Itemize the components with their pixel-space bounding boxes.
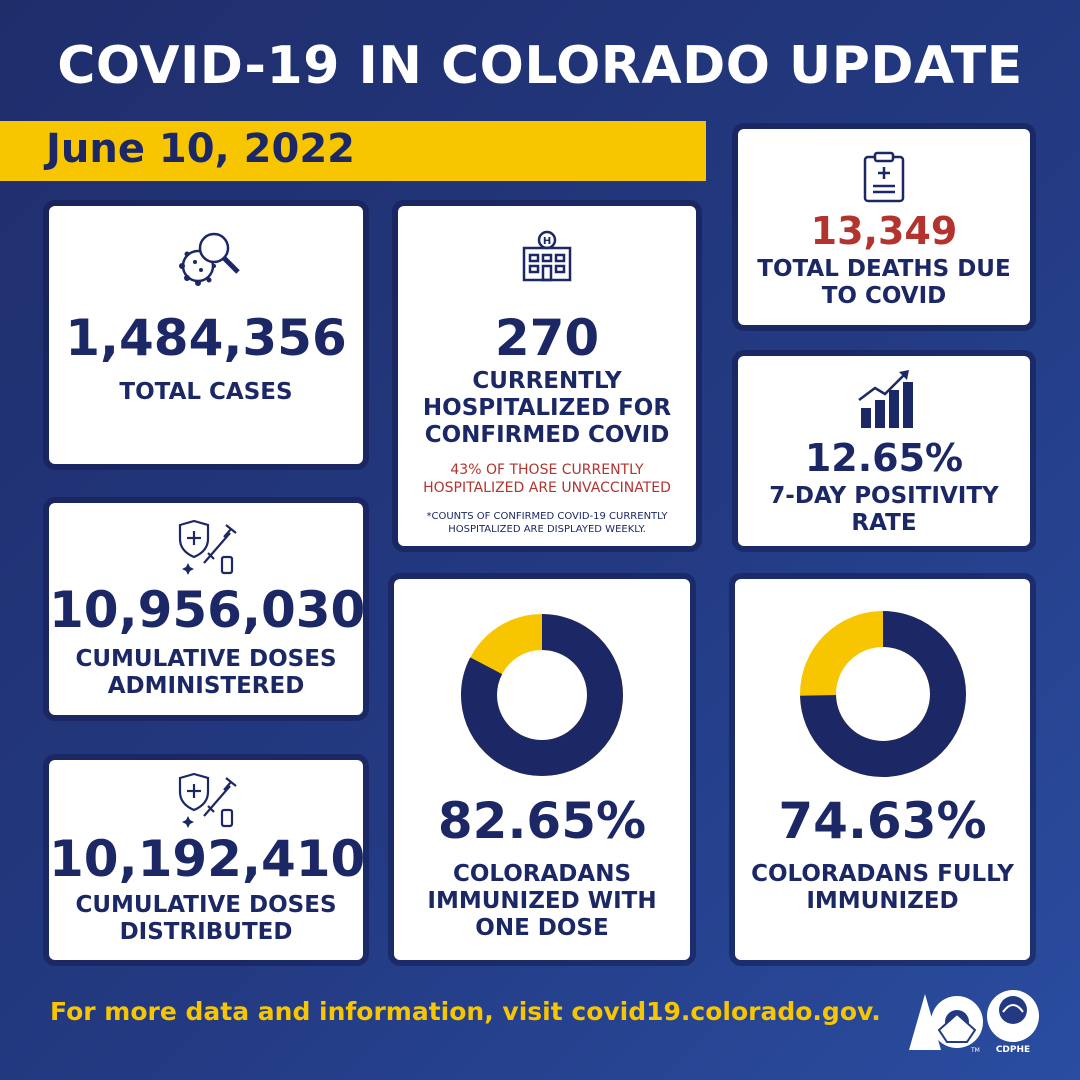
- fully-immunized-card: 74.63% COLORADANS FULLY IMMUNIZED: [735, 579, 1030, 960]
- svg-text:H: H: [543, 236, 551, 247]
- total-cases-value: 1,484,356: [65, 309, 347, 367]
- clipboard-icon: [863, 151, 905, 203]
- doses-distributed-value: 10,192,410: [49, 830, 366, 888]
- unvaccinated-note-2: HOSPITALIZED ARE UNVACCINATED: [423, 480, 671, 496]
- hospitalized-label-1: CURRENTLY: [472, 368, 622, 394]
- trademark-mark: TM: [970, 1047, 980, 1054]
- total-deaths-card: 13,349 TOTAL DEATHS DUE TO COVID: [738, 129, 1030, 325]
- vaccine-icon: [178, 519, 237, 575]
- doses-distributed-label-2: DISTRIBUTED: [119, 919, 293, 945]
- weekly-footnote-1: *COUNTS OF CONFIRMED COVID-19 CURRENTLY: [426, 511, 668, 522]
- one-dose-card: 82.65% COLORADANS IMMUNIZED WITH ONE DOS…: [394, 579, 690, 960]
- one-dose-label-3: ONE DOSE: [475, 915, 609, 941]
- total-deaths-value: 13,349: [810, 209, 958, 253]
- date-banner: June 10, 2022: [0, 121, 706, 181]
- hospitalized-label-3: CONFIRMED COVID: [424, 422, 670, 448]
- vaccine-icon: [178, 772, 237, 828]
- one-dose-label-2: IMMUNIZED WITH: [427, 888, 657, 914]
- fully-immunized-value: 74.63%: [778, 792, 987, 850]
- doses-distributed-card: 10,192,410 CUMULATIVE DOSES DISTRIBUTED: [49, 760, 366, 960]
- virus-search-icon: [179, 232, 240, 286]
- page-title: COVID-19 IN COLORADO UPDATE: [57, 36, 1023, 96]
- cdphe-label: CDPHE: [996, 1045, 1030, 1054]
- hospitalized-value: 270: [494, 309, 600, 367]
- one-dose-label-1: COLORADANS: [452, 861, 632, 887]
- one-dose-arc: [461, 614, 623, 776]
- doses-administered-label-1: CUMULATIVE DOSES: [75, 646, 337, 672]
- positivity-value: 12.65%: [804, 436, 964, 480]
- positivity-label-1: 7-DAY POSITIVITY: [769, 483, 999, 509]
- total-cases-label: TOTAL CASES: [119, 379, 293, 405]
- hospital-icon: H: [522, 230, 572, 282]
- doses-administered-value: 10,956,030: [49, 581, 366, 639]
- positivity-label-2: RATE: [851, 510, 917, 536]
- total-cases-card: 1,484,356 TOTAL CASES: [49, 206, 363, 464]
- colorado-logo: TM: [909, 994, 983, 1054]
- cdphe-logo: CDPHE: [987, 990, 1039, 1054]
- fully-immunized-label-1: COLORADANS FULLY: [751, 861, 1014, 887]
- total-deaths-label-1: TOTAL DEATHS DUE: [757, 256, 1011, 282]
- footer-link-text[interactable]: For more data and information, visit cov…: [50, 997, 881, 1026]
- hospitalized-card: H 270 CURRENTLY HOSPITALIZED FOR CONFIRM…: [398, 206, 696, 546]
- colorado-cdphe-logos: TM CDPHE: [909, 990, 1039, 1054]
- fully-immunized-label-2: IMMUNIZED: [806, 888, 959, 914]
- report-date: June 10, 2022: [46, 126, 356, 172]
- unvaccinated-note-1: 43% OF THOSE CURRENTLY: [450, 462, 644, 478]
- total-deaths-label-2: TO COVID: [821, 283, 947, 309]
- doses-administered-label-2: ADMINISTERED: [107, 673, 305, 699]
- doses-distributed-label-1: CUMULATIVE DOSES: [75, 892, 337, 918]
- doses-administered-card: 10,956,030 CUMULATIVE DOSES ADMINISTERED: [49, 503, 366, 715]
- positivity-card: 12.65% 7-DAY POSITIVITY RATE: [738, 356, 1030, 546]
- one-dose-value: 82.65%: [437, 792, 647, 850]
- fully-immunized-donut: [799, 611, 966, 777]
- chart-up-icon: [858, 370, 913, 428]
- hospitalized-label-2: HOSPITALIZED FOR: [422, 395, 672, 421]
- weekly-footnote-2: HOSPITALIZED ARE DISPLAYED WEEKLY.: [448, 524, 646, 535]
- one-dose-donut: [461, 614, 623, 776]
- fully-immunized-arc: [799, 611, 966, 777]
